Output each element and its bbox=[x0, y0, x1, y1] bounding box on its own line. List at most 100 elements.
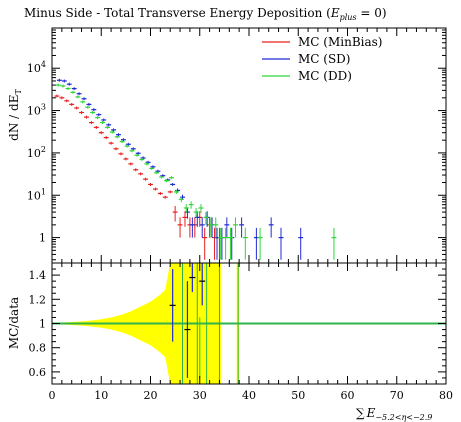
data-point-sd bbox=[116, 133, 121, 137]
data-point-dd bbox=[213, 217, 219, 238]
data-point-dd bbox=[193, 207, 199, 218]
chart-title: Minus Side - Total Transverse Energy Dep… bbox=[24, 6, 387, 22]
x-tick-label: 40 bbox=[242, 389, 256, 402]
ratio-point-sd bbox=[184, 281, 191, 378]
data-point-sd bbox=[101, 118, 107, 122]
x-tick-label: 30 bbox=[193, 389, 207, 402]
data-point-dd bbox=[139, 157, 145, 161]
data-point-dd bbox=[183, 204, 189, 214]
data-point-dd bbox=[70, 90, 76, 94]
data-point-dd bbox=[198, 204, 204, 214]
data-point-minbias bbox=[98, 131, 104, 135]
data-point-minbias bbox=[133, 168, 139, 172]
data-point-dd bbox=[60, 84, 66, 88]
data-point-dd bbox=[144, 162, 150, 166]
data-point-minbias bbox=[138, 172, 144, 176]
top-y-tick-label: 1 bbox=[39, 232, 46, 245]
data-point-minbias bbox=[84, 115, 89, 119]
bottom-y-tick-label: 1 bbox=[39, 318, 46, 331]
data-point-sd bbox=[71, 87, 77, 91]
data-point-minbias bbox=[93, 125, 99, 129]
data-point-minbias bbox=[118, 152, 124, 156]
data-point-dd bbox=[168, 176, 174, 180]
data-point-sd bbox=[145, 160, 151, 164]
ratio-point-sd bbox=[199, 263, 206, 306]
data-point-dd bbox=[109, 130, 115, 134]
data-point-sd bbox=[135, 151, 141, 155]
data-point-sd bbox=[91, 108, 97, 112]
data-point-dd bbox=[85, 105, 91, 109]
data-point-dd bbox=[159, 175, 165, 179]
data-point-sd bbox=[150, 165, 156, 169]
data-point-sd bbox=[189, 217, 195, 238]
data-point-minbias bbox=[103, 136, 109, 140]
x-tick-label: 80 bbox=[439, 389, 453, 402]
data-point-dd bbox=[65, 87, 71, 91]
data-point-sd bbox=[253, 227, 259, 260]
data-point-dd bbox=[242, 227, 248, 260]
x-tick-label: 20 bbox=[144, 389, 158, 402]
data-point-minbias bbox=[162, 195, 168, 199]
data-point-dd bbox=[228, 227, 233, 260]
data-point-dd bbox=[223, 227, 229, 260]
data-point-sd bbox=[96, 113, 102, 117]
data-point-minbias bbox=[202, 227, 208, 260]
data-point-dd bbox=[124, 144, 130, 148]
legend: MC (MinBias) MC (SD) MC (DD) bbox=[262, 35, 382, 83]
data-point-dd bbox=[203, 212, 209, 225]
ratio-point-sd bbox=[189, 263, 196, 293]
data-point-minbias bbox=[74, 106, 80, 110]
data-point-dd bbox=[95, 116, 101, 120]
data-point-sd bbox=[56, 78, 62, 82]
data-point-dd bbox=[331, 227, 337, 260]
x-tick-label: 0 bbox=[49, 389, 56, 402]
top-y-axis-label: dN / dET bbox=[7, 89, 23, 141]
data-point-sd bbox=[66, 82, 72, 86]
data-point-dd bbox=[104, 125, 110, 129]
data-point-minbias bbox=[59, 96, 65, 100]
x-axis-label: ∑ E−5.2<η<−2.9 bbox=[356, 406, 432, 422]
data-point-sd bbox=[199, 217, 205, 238]
bottom-y-tick-label: 1.4 bbox=[29, 269, 47, 282]
data-point-minbias bbox=[108, 141, 114, 145]
data-point-minbias bbox=[54, 94, 60, 98]
data-point-sd bbox=[125, 142, 131, 146]
x-tick-label: 60 bbox=[341, 389, 355, 402]
data-point-sd bbox=[224, 217, 230, 238]
data-point-dd bbox=[178, 196, 184, 203]
data-point-minbias bbox=[167, 190, 173, 194]
data-point-minbias bbox=[88, 121, 94, 125]
bottom-y-tick-label: 0.6 bbox=[29, 366, 47, 379]
x-tick-label: 10 bbox=[94, 389, 108, 402]
data-point-dd bbox=[75, 95, 81, 99]
data-point-dd bbox=[134, 153, 140, 157]
data-point-sd bbox=[106, 123, 112, 127]
top-y-tick-label: 103 bbox=[27, 103, 46, 118]
data-point-dd bbox=[208, 217, 214, 238]
top-panel: 1 101 102 103 104 bbox=[27, 27, 447, 264]
data-point-dd bbox=[188, 201, 194, 209]
data-point-minbias bbox=[182, 211, 188, 227]
data-point-dd bbox=[173, 190, 179, 195]
data-point-dd bbox=[119, 140, 125, 144]
data-point-minbias bbox=[157, 191, 163, 195]
ratio-panel: 0.6 0.8 1 1.2 1.4 0 10 20 30 40 50 60 70 80 bbox=[29, 262, 453, 402]
data-point-sd bbox=[76, 92, 82, 96]
data-point-dd bbox=[257, 227, 263, 260]
data-point-sd bbox=[86, 102, 92, 106]
data-point-dd bbox=[114, 135, 120, 139]
data-point-dd bbox=[164, 179, 169, 183]
x-tick-label: 50 bbox=[291, 389, 305, 402]
data-point-minbias bbox=[113, 147, 119, 151]
data-point-dd bbox=[154, 171, 160, 175]
data-point-sd bbox=[130, 147, 136, 151]
top-y-tick-label: 104 bbox=[27, 60, 46, 75]
data-point-minbias bbox=[69, 102, 75, 106]
data-point-minbias bbox=[192, 217, 198, 238]
data-point-dd bbox=[232, 217, 238, 238]
ratio-point-sd bbox=[169, 269, 176, 342]
data-point-minbias bbox=[152, 187, 158, 191]
data-point-sd bbox=[170, 182, 176, 186]
data-point-minbias bbox=[148, 182, 153, 186]
